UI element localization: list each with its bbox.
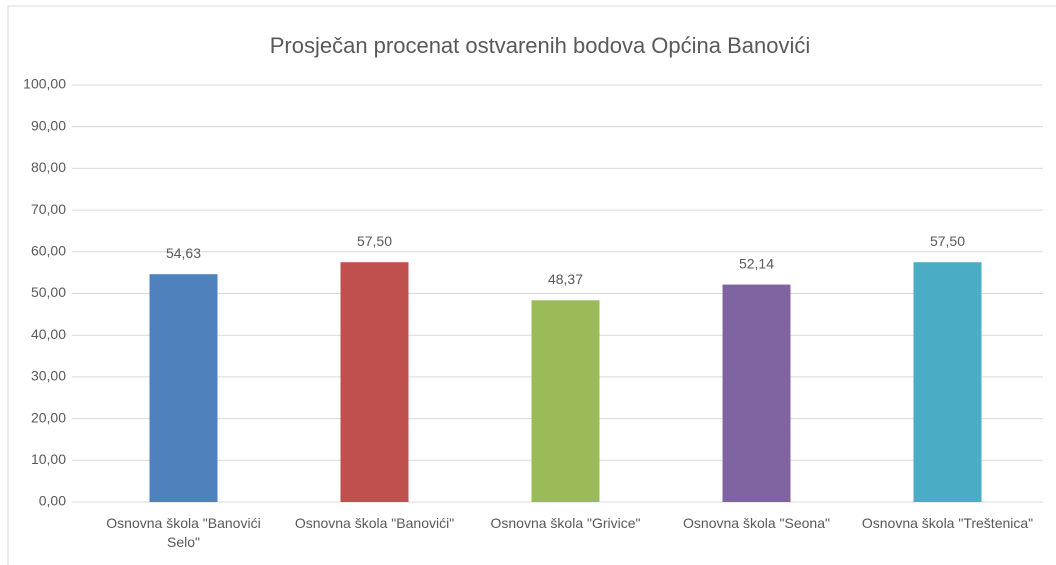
- y-tick-label: 30,00: [31, 368, 66, 384]
- data-label: 48,37: [548, 271, 583, 287]
- data-label: 52,14: [739, 255, 774, 271]
- y-tick-label: 40,00: [31, 326, 66, 342]
- y-tick-label: 60,00: [31, 243, 66, 259]
- bar: [913, 262, 982, 502]
- x-tick-label: Osnovna škola "Treštenica": [861, 515, 1034, 531]
- data-label: 54,63: [166, 245, 201, 261]
- data-label: 57,50: [930, 233, 965, 249]
- bar: [149, 274, 218, 502]
- x-tick-label: Osnovna škola "Banovići Selo": [106, 515, 261, 550]
- x-tick-label: Osnovna škola "Seona": [683, 515, 830, 531]
- y-tick-label: 80,00: [31, 159, 66, 175]
- y-tick-label: 10,00: [31, 451, 66, 467]
- y-tick-label: 20,00: [31, 409, 66, 425]
- x-tick-label: Osnovna škola "Grivice": [490, 515, 641, 531]
- y-tick-label: 100,00: [23, 76, 66, 92]
- bar: [340, 262, 409, 502]
- x-tick-label: Osnovna škola "Banovići": [294, 515, 455, 531]
- y-tick-label: 50,00: [31, 284, 66, 300]
- y-tick-label: 70,00: [31, 201, 66, 217]
- bar: [722, 284, 791, 502]
- y-tick-label: 0,00: [39, 493, 66, 509]
- chart-title: Prosječan procenat ostvarenih bodova Opć…: [270, 33, 811, 58]
- data-label: 57,50: [357, 233, 392, 249]
- y-tick-label: 90,00: [31, 117, 66, 133]
- bar: [531, 300, 600, 502]
